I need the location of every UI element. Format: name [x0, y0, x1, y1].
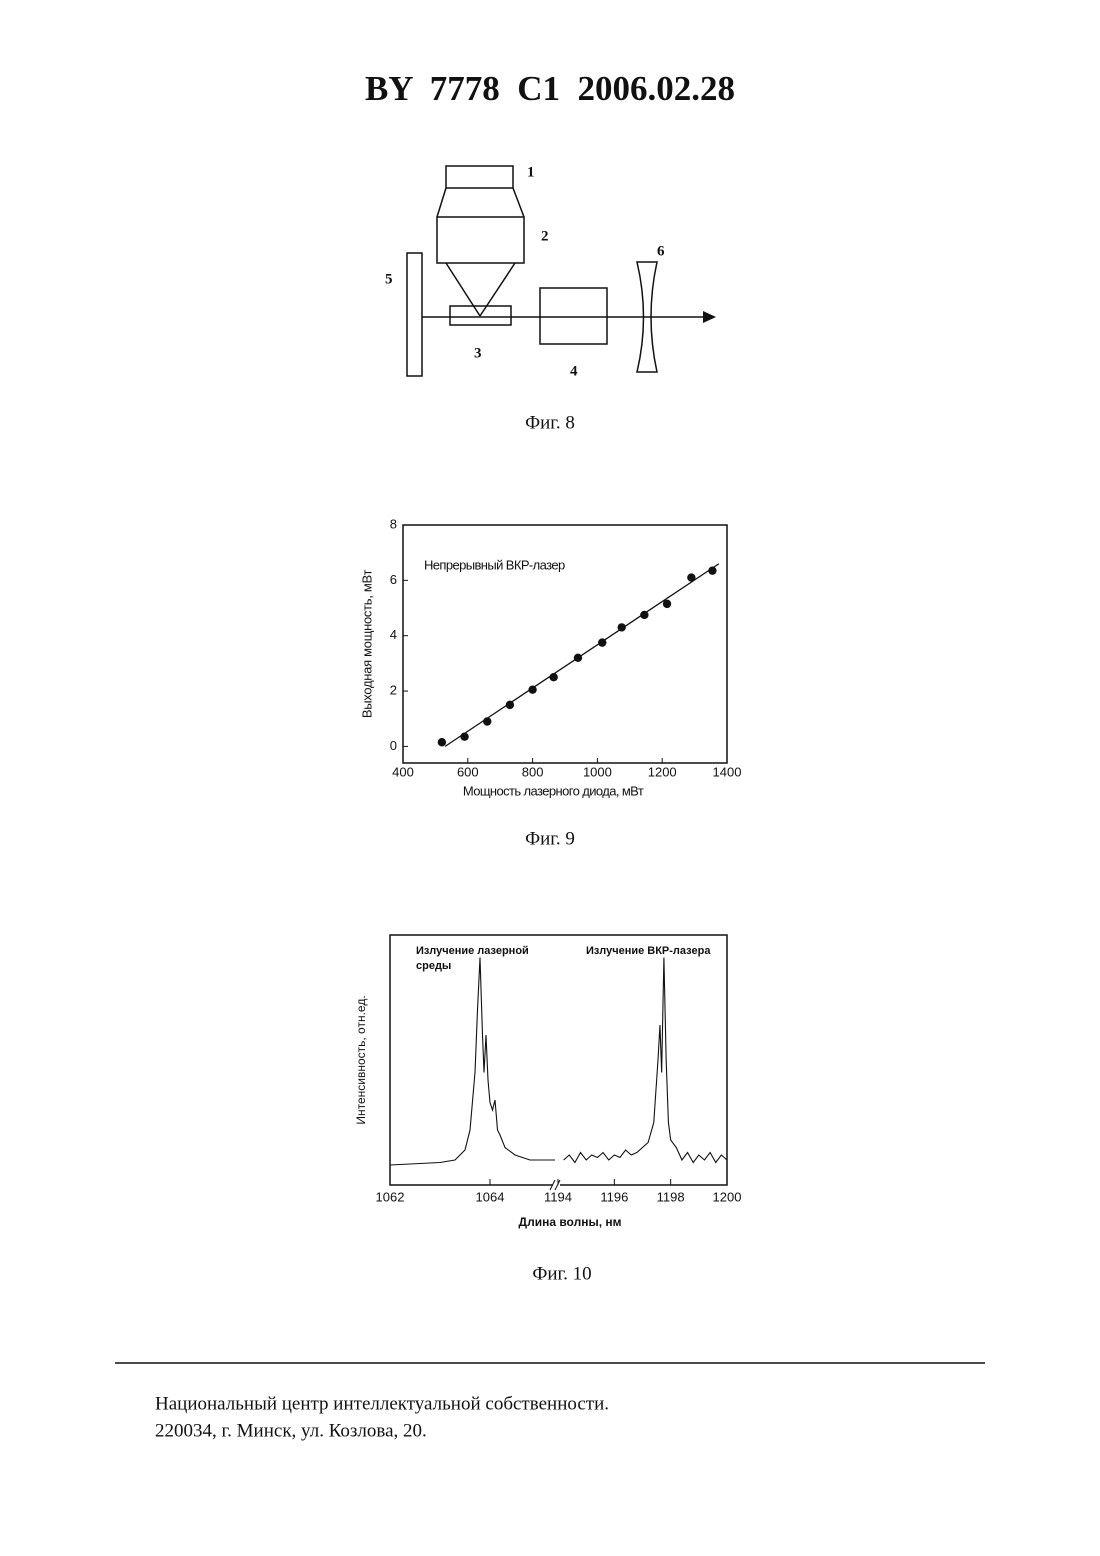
x-tick-label: 800 [522, 764, 544, 779]
y-tick-label: 2 [390, 682, 397, 697]
arrow-head [703, 311, 716, 323]
beam [437, 188, 446, 217]
annotation: Излучение лазерной [416, 945, 529, 957]
x-tick-label: 600 [457, 764, 479, 779]
beam [513, 188, 524, 217]
footer-line: 220034, г. Минск, ул. Козлова, 20. [155, 1420, 427, 1441]
label: 2 [541, 228, 549, 244]
label: 4 [570, 363, 578, 379]
x-tick-label: 1000 [583, 764, 612, 779]
y-axis-label: Интенсивность, отн.ед. [354, 995, 368, 1124]
annotation: Непрерывный ВКР-лазер [424, 557, 565, 572]
label: 6 [657, 243, 665, 259]
component [446, 166, 513, 188]
x-tick-label: 400 [392, 764, 414, 779]
label: 3 [474, 345, 482, 361]
footer-line: Национальный центр интеллектуальной собс… [155, 1393, 609, 1414]
x-axis-label: Мощность лазерного диода, мВт [463, 783, 644, 798]
beam [446, 263, 480, 316]
caption: Фиг. 8 [525, 412, 575, 433]
x-tick-label: 1062 [376, 1189, 405, 1204]
spectrum-line [564, 958, 727, 1163]
annotation: среды [416, 960, 451, 972]
beam [480, 263, 515, 316]
x-tick-label: 1200 [648, 764, 677, 779]
spectrum-line [390, 958, 555, 1166]
header-title: BY 7778 C1 2006.02.28 [365, 69, 735, 108]
page: BY 7778 C1 2006.02.28 1 2 3 4 5 6 Фиг. 8… [0, 0, 1100, 1556]
data-point [438, 738, 446, 746]
label: 1 [527, 164, 535, 180]
y-tick-label: 8 [390, 516, 397, 531]
x-tick-label: 1064 [476, 1189, 505, 1204]
y-axis-label: Выходная мощность, мВт [359, 570, 374, 719]
x-tick-label: 1196 [600, 1189, 628, 1204]
figure-8: 1 2 3 4 5 6 Фиг. 8 [385, 164, 716, 433]
y-tick-label: 0 [390, 738, 397, 753]
x-tick-label: 1198 [657, 1189, 685, 1204]
caption: Фиг. 9 [525, 828, 575, 849]
caption: Фиг. 10 [532, 1263, 591, 1284]
y-tick-label: 6 [390, 572, 397, 587]
label: 5 [385, 271, 393, 287]
component [540, 288, 607, 344]
x-axis-label: Длина волны, нм [519, 1215, 622, 1229]
y-tick-label: 4 [390, 627, 397, 642]
x-tick-label: 1194 [544, 1189, 572, 1204]
mirror [407, 253, 422, 376]
x-tick-label: 1200 [713, 1189, 742, 1204]
x-tick-label: 1400 [713, 764, 742, 779]
fit-line [445, 564, 719, 747]
component [437, 217, 524, 263]
annotation: Излучение ВКР-лазера [586, 945, 711, 957]
